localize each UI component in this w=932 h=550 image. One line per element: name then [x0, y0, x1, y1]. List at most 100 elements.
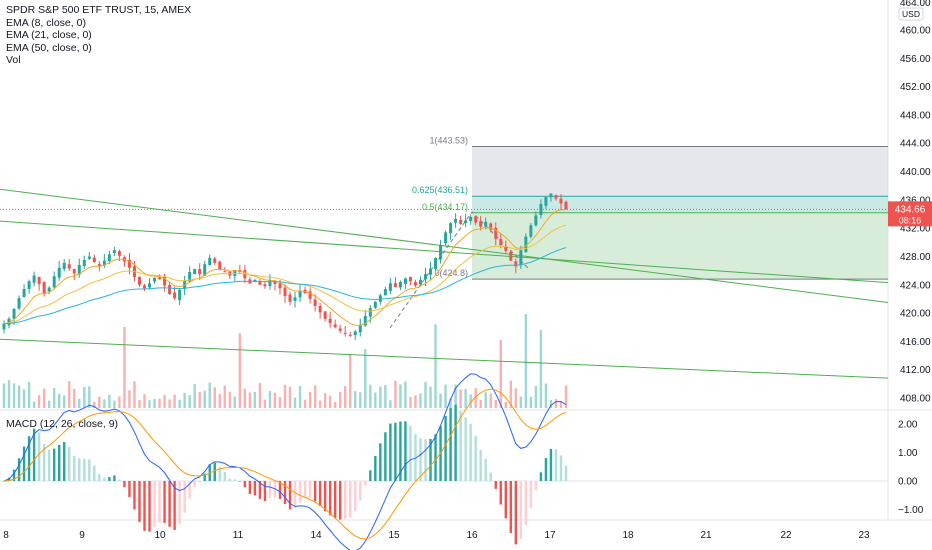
macd-histogram-bar — [349, 481, 352, 518]
macd-histogram-bar — [499, 481, 502, 505]
candle-body — [77, 264, 81, 275]
candle-body — [358, 325, 362, 333]
candle-body — [338, 328, 342, 331]
volume-bar — [328, 395, 332, 408]
candle-body — [288, 294, 292, 302]
candle-body — [383, 289, 387, 296]
macd-histogram-bar — [419, 438, 422, 481]
volume-bar — [303, 399, 307, 408]
macd-histogram-bar — [344, 481, 347, 519]
candle-body — [17, 298, 21, 309]
macd-histogram-bar — [529, 481, 533, 508]
candle-body — [258, 281, 262, 285]
macd-histogram-bar — [459, 410, 462, 481]
candle-body — [333, 324, 337, 328]
macd-histogram-bar — [178, 481, 181, 525]
volume-bar — [454, 384, 457, 408]
macd-histogram-bar — [37, 432, 41, 481]
macd-line — [3, 373, 567, 550]
price-tick-label: 416.00 — [900, 337, 931, 348]
volume-bar — [208, 382, 211, 408]
fib-zone-middle — [472, 196, 888, 213]
volume-bar — [333, 401, 337, 408]
candle-body — [449, 223, 453, 234]
volume-bar — [83, 387, 86, 408]
candle-body — [112, 250, 116, 253]
macd-histogram-bar — [479, 450, 482, 481]
volume-bar — [273, 392, 277, 408]
volume-bar — [354, 391, 357, 408]
macd-histogram-bar — [133, 481, 136, 510]
volume-bar — [318, 400, 322, 408]
candle-body — [178, 289, 182, 301]
volume-bar — [308, 392, 312, 408]
macd-histogram-bar — [399, 421, 402, 481]
macd-histogram-bar — [434, 434, 437, 481]
volume-bar — [78, 398, 81, 408]
candle-body — [52, 276, 56, 288]
volume-bar — [293, 397, 297, 408]
price-tick-label: 456.00 — [900, 54, 931, 65]
macd-histogram-bar — [83, 458, 86, 481]
volume-bar — [298, 385, 302, 408]
ema8-label: EMA (8, close, 0) — [6, 16, 86, 29]
candle-body — [153, 277, 157, 282]
macd-histogram-bar — [288, 481, 292, 510]
volume-bar — [57, 393, 61, 408]
candle-body — [168, 285, 172, 294]
macd-histogram-bar — [293, 481, 297, 509]
volume-bar — [188, 395, 191, 408]
macd-histogram-bar — [313, 481, 317, 502]
candle-body — [127, 259, 131, 268]
volume-bar — [143, 394, 146, 408]
candle-body — [474, 216, 478, 223]
candle-body — [208, 257, 212, 266]
macd-histogram-bar — [454, 404, 457, 481]
volume-bar — [233, 396, 237, 408]
volume-bar — [68, 381, 71, 408]
macd-histogram-bar — [12, 469, 16, 481]
macd-histogram-bar — [414, 434, 417, 481]
macd-histogram-bar — [308, 481, 312, 499]
time-tick-label: 18 — [622, 530, 634, 541]
volume-bar — [168, 399, 171, 408]
candle-body — [514, 261, 518, 267]
macd-histogram-bar — [27, 436, 31, 481]
volume-bar — [2, 383, 6, 408]
volume-bar — [534, 386, 538, 408]
macd-histogram-bar — [449, 407, 452, 481]
macd-histogram-bar — [57, 444, 61, 481]
candle-body — [348, 334, 352, 336]
candle-body — [534, 215, 538, 226]
volume-bar — [444, 384, 447, 408]
macd-histogram-bar — [464, 417, 467, 481]
volume-bar — [549, 399, 553, 408]
volume-bar — [384, 385, 387, 408]
candle-body — [408, 276, 412, 282]
candle-body — [504, 246, 508, 251]
volume-bar — [283, 384, 287, 408]
macd-histogram-bar — [514, 481, 518, 545]
volume-bar — [118, 396, 121, 408]
volume-bar — [469, 394, 472, 408]
price-tick-label: 408.00 — [900, 394, 931, 405]
candle-body — [529, 225, 533, 237]
volume-bar — [544, 383, 548, 408]
currency-label: USD — [902, 9, 920, 19]
volume-bar — [113, 400, 116, 408]
volume-bar — [338, 392, 342, 408]
macd-histogram-bar — [203, 473, 206, 481]
macd-histogram-bar — [188, 481, 191, 499]
macd-histogram-bar — [338, 481, 342, 520]
candle-body — [198, 269, 202, 275]
macd-histogram-bar — [218, 467, 221, 481]
macd-histogram-bar — [474, 435, 477, 481]
macd-histogram-bar — [248, 481, 252, 494]
price-tick-label: 440.00 — [900, 167, 931, 178]
fib-level-label: 0.5(434.17) — [422, 202, 468, 212]
macd-histogram-bar — [158, 481, 161, 523]
candle-body — [12, 308, 16, 319]
macd-histogram-bar — [32, 428, 36, 481]
candle-body — [494, 227, 498, 239]
